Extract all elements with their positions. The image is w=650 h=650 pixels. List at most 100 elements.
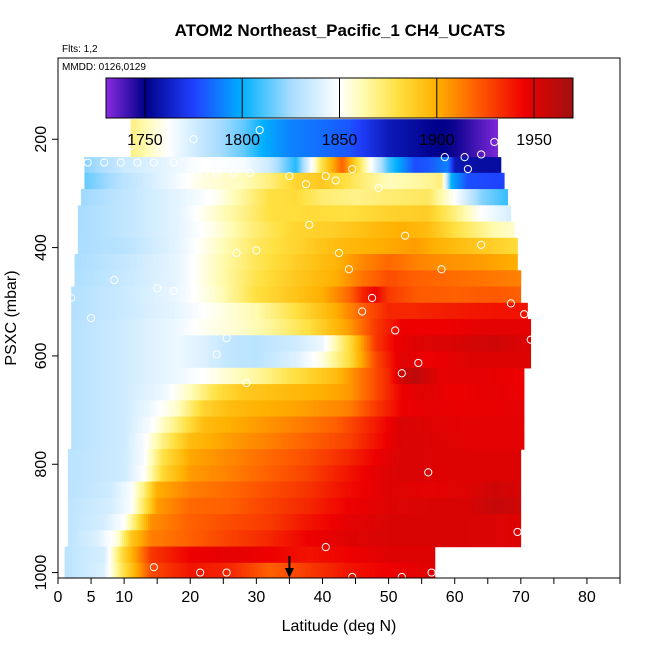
- heatmap-cell: [277, 221, 281, 239]
- heatmap-cell: [168, 254, 172, 271]
- heatmap-cell: [456, 157, 460, 174]
- heatmap-cell: [194, 254, 198, 271]
- heatmap-cell: [145, 319, 148, 336]
- heatmap-cell: [431, 465, 435, 483]
- heatmap-cell: [475, 449, 479, 466]
- heatmap-cell: [497, 449, 501, 466]
- heatmap-cell: [423, 449, 427, 466]
- heatmap-cell: [471, 432, 474, 450]
- heatmap-cell: [327, 400, 330, 418]
- heatmap-cell: [395, 205, 399, 223]
- heatmap-cell: [457, 189, 460, 206]
- heatmap-cell: [472, 254, 476, 271]
- heatmap-cell: [345, 367, 348, 385]
- heatmap-cell: [469, 189, 472, 206]
- heatmap-cell: [309, 221, 313, 239]
- heatmap-cell: [159, 400, 162, 418]
- heatmap-cell: [501, 319, 504, 336]
- heatmap-cell: [469, 221, 473, 239]
- heatmap-cell: [333, 335, 336, 353]
- heatmap-cell: [245, 302, 248, 320]
- heatmap-cell: [353, 367, 356, 385]
- heatmap-cell: [393, 319, 396, 336]
- heatmap-cell: [101, 465, 105, 483]
- heatmap-cell: [417, 432, 420, 450]
- heatmap-cell: [328, 172, 332, 190]
- heatmap-cell: [197, 449, 201, 466]
- heatmap-cell: [259, 367, 262, 385]
- heatmap-cell: [129, 465, 133, 483]
- heatmap-cell: [201, 335, 204, 353]
- heatmap-cell: [497, 286, 500, 304]
- heatmap-cell: [463, 481, 467, 499]
- heatmap-cell: [349, 286, 352, 304]
- heatmap-cell: [332, 119, 336, 158]
- heatmap-cell: [243, 465, 247, 483]
- heatmap-cell: [460, 119, 464, 158]
- heatmap-cell: [469, 465, 473, 483]
- heatmap-cell: [179, 449, 183, 466]
- heatmap-cell: [297, 351, 300, 369]
- heatmap-cell: [415, 400, 418, 418]
- heatmap-cell: [463, 400, 466, 418]
- heatmap-cell: [77, 449, 81, 466]
- heatmap-cell: [165, 481, 169, 499]
- heatmap-cell: [161, 497, 165, 515]
- heatmap-cell: [279, 335, 282, 353]
- heatmap-cell: [229, 416, 232, 434]
- heatmap-cell: [271, 302, 274, 320]
- heatmap-cell: [325, 465, 329, 483]
- heatmap-cell: [175, 449, 179, 466]
- heatmap-cell: [339, 481, 343, 499]
- heatmap-cell: [481, 384, 484, 401]
- heatmap-cell: [233, 237, 237, 255]
- heatmap-cell: [300, 172, 304, 190]
- heatmap-cell: [429, 189, 432, 206]
- heatmap-cell: [480, 172, 484, 190]
- heatmap-cell: [529, 319, 532, 336]
- heatmap-cell: [501, 351, 504, 369]
- heatmap-cell: [329, 237, 333, 255]
- heatmap-cell: [322, 270, 326, 288]
- heatmap-cell: [425, 449, 429, 466]
- heatmap-cell: [517, 286, 520, 304]
- heatmap-cell: [138, 270, 142, 288]
- heatmap-cell: [275, 237, 279, 255]
- heatmap-cell: [201, 351, 204, 369]
- heatmap-cell: [243, 449, 247, 466]
- heatmap-cell: [158, 270, 162, 288]
- heatmap-cell: [155, 465, 159, 483]
- heatmap-cell: [101, 351, 104, 369]
- heatmap-cell: [280, 119, 284, 158]
- heatmap-cell: [216, 172, 220, 190]
- heatmap-cell: [281, 335, 284, 353]
- heatmap-cell: [244, 254, 248, 271]
- heatmap-cell: [77, 432, 80, 450]
- heatmap-cell: [489, 416, 492, 434]
- heatmap-cell: [335, 189, 338, 206]
- heatmap-cell: [199, 351, 202, 369]
- heatmap-cell: [80, 254, 84, 271]
- heatmap-cell: [135, 335, 138, 353]
- heatmap-cell: [327, 367, 330, 385]
- heatmap-cell: [141, 465, 145, 483]
- heatmap-cell: [527, 302, 528, 320]
- heatmap-cell: [103, 400, 106, 418]
- heatmap-cell: [193, 465, 197, 483]
- heatmap-cell: [301, 465, 305, 483]
- heatmap-cell: [472, 119, 476, 158]
- heatmap-cell: [341, 319, 344, 336]
- heatmap-cell: [377, 335, 380, 353]
- heatmap-cell: [191, 465, 195, 483]
- heatmap-cell: [182, 172, 186, 190]
- heatmap-cell: [413, 432, 416, 450]
- heatmap-cell: [101, 319, 104, 336]
- heatmap-cell: [343, 432, 346, 450]
- heatmap-cell: [378, 270, 382, 288]
- heatmap-cell: [283, 286, 286, 304]
- heatmap-cell: [381, 237, 385, 255]
- heatmap-cell: [519, 465, 522, 483]
- heatmap-cell: [330, 157, 334, 174]
- heatmap-cell: [221, 416, 224, 434]
- heatmap-cell: [331, 416, 334, 434]
